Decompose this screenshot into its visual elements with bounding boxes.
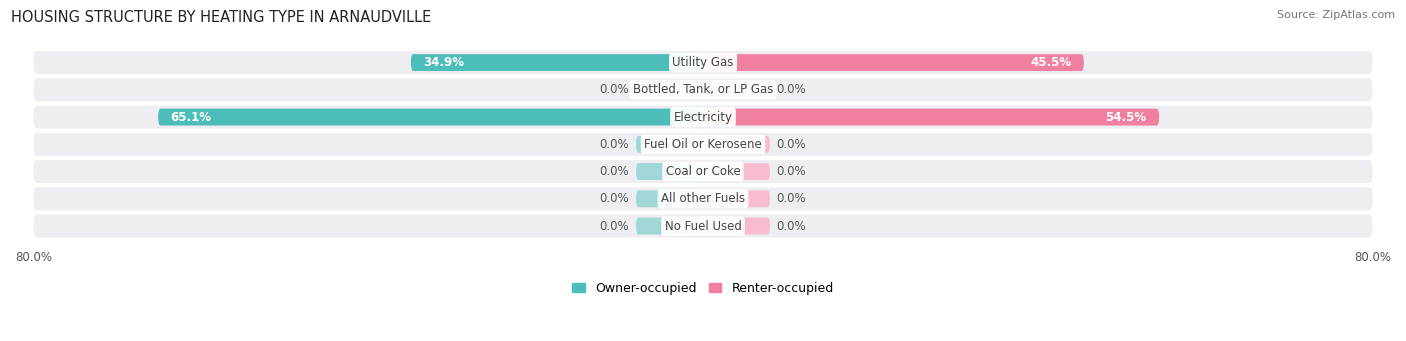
Text: Source: ZipAtlas.com: Source: ZipAtlas.com bbox=[1277, 10, 1395, 20]
FancyBboxPatch shape bbox=[703, 81, 770, 98]
Text: No Fuel Used: No Fuel Used bbox=[665, 220, 741, 233]
Text: 0.0%: 0.0% bbox=[776, 83, 806, 96]
Text: Electricity: Electricity bbox=[673, 110, 733, 123]
Text: Bottled, Tank, or LP Gas: Bottled, Tank, or LP Gas bbox=[633, 83, 773, 96]
Text: 0.0%: 0.0% bbox=[600, 220, 630, 233]
Text: 45.5%: 45.5% bbox=[1031, 56, 1071, 69]
FancyBboxPatch shape bbox=[636, 190, 703, 207]
FancyBboxPatch shape bbox=[34, 106, 1372, 129]
FancyBboxPatch shape bbox=[34, 160, 1372, 183]
Text: 65.1%: 65.1% bbox=[170, 110, 212, 123]
Text: 54.5%: 54.5% bbox=[1105, 110, 1146, 123]
FancyBboxPatch shape bbox=[411, 54, 703, 71]
Text: 0.0%: 0.0% bbox=[600, 138, 630, 151]
FancyBboxPatch shape bbox=[703, 109, 1159, 125]
Legend: Owner-occupied, Renter-occupied: Owner-occupied, Renter-occupied bbox=[572, 282, 834, 295]
Text: All other Fuels: All other Fuels bbox=[661, 192, 745, 205]
FancyBboxPatch shape bbox=[34, 214, 1372, 237]
FancyBboxPatch shape bbox=[636, 163, 703, 180]
FancyBboxPatch shape bbox=[703, 54, 1084, 71]
Text: 0.0%: 0.0% bbox=[600, 83, 630, 96]
Text: Fuel Oil or Kerosene: Fuel Oil or Kerosene bbox=[644, 138, 762, 151]
FancyBboxPatch shape bbox=[34, 133, 1372, 156]
Text: Coal or Coke: Coal or Coke bbox=[665, 165, 741, 178]
FancyBboxPatch shape bbox=[636, 136, 703, 153]
FancyBboxPatch shape bbox=[636, 218, 703, 235]
FancyBboxPatch shape bbox=[636, 81, 703, 98]
FancyBboxPatch shape bbox=[34, 51, 1372, 74]
Text: 0.0%: 0.0% bbox=[776, 220, 806, 233]
FancyBboxPatch shape bbox=[703, 218, 770, 235]
Text: 0.0%: 0.0% bbox=[600, 165, 630, 178]
FancyBboxPatch shape bbox=[34, 187, 1372, 210]
FancyBboxPatch shape bbox=[159, 109, 703, 125]
Text: 0.0%: 0.0% bbox=[776, 138, 806, 151]
Text: HOUSING STRUCTURE BY HEATING TYPE IN ARNAUDVILLE: HOUSING STRUCTURE BY HEATING TYPE IN ARN… bbox=[11, 10, 432, 25]
Text: 0.0%: 0.0% bbox=[600, 192, 630, 205]
FancyBboxPatch shape bbox=[703, 190, 770, 207]
Text: Utility Gas: Utility Gas bbox=[672, 56, 734, 69]
Text: 0.0%: 0.0% bbox=[776, 192, 806, 205]
Text: 0.0%: 0.0% bbox=[776, 165, 806, 178]
Text: 34.9%: 34.9% bbox=[423, 56, 464, 69]
FancyBboxPatch shape bbox=[703, 163, 770, 180]
FancyBboxPatch shape bbox=[34, 78, 1372, 101]
FancyBboxPatch shape bbox=[703, 136, 770, 153]
